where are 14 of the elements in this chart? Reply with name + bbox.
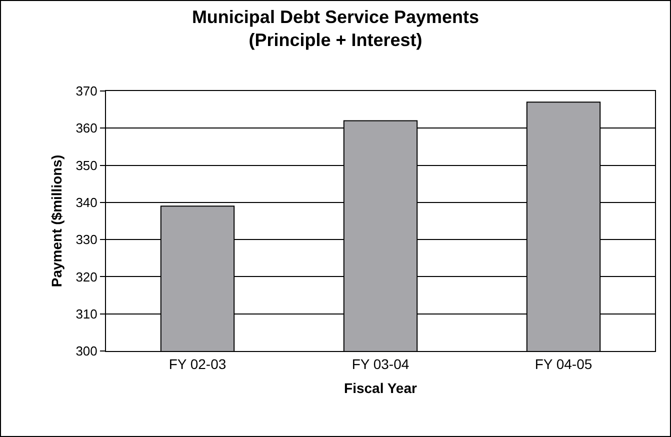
y-tick-label: 340	[76, 194, 98, 210]
x-tick-label: FY 04-05	[534, 356, 592, 372]
x-tick-label: FY 02-03	[168, 356, 226, 372]
y-axis-title: Payment ($millions)	[48, 154, 64, 288]
y-tick-label: 330	[76, 232, 98, 248]
y-tick-label: 370	[76, 84, 98, 99]
y-tick-label: 360	[76, 120, 98, 136]
x-axis-title: Fiscal Year	[344, 380, 418, 396]
y-tick-label: 320	[76, 269, 98, 284]
x-tick-label: FY 03-04	[352, 356, 410, 372]
y-tick-label: 310	[76, 306, 98, 322]
y-tick-label: 350	[76, 158, 98, 173]
y-tick-label: 300	[76, 344, 98, 359]
chart-title: Municipal Debt Service Payments (Principle + Interest)	[192, 6, 480, 50]
